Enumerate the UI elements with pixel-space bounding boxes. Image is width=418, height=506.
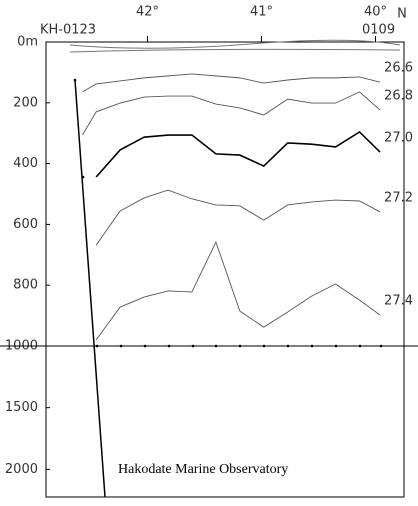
contour-label: 26.8 bbox=[384, 89, 413, 104]
contour-line bbox=[82, 73, 381, 93]
contour-label: 27.4 bbox=[384, 293, 413, 308]
end-label: 0109 bbox=[362, 23, 395, 38]
y-tick-label: 2000 bbox=[5, 462, 38, 477]
contour-label: 27.0 bbox=[384, 131, 413, 146]
y-tick-label: 800 bbox=[13, 278, 38, 293]
y-tick-label: 400 bbox=[13, 156, 38, 171]
annotation: Hakodate Marine Observatory bbox=[118, 462, 288, 477]
y-tick-label: 1500 bbox=[5, 400, 38, 415]
cast-line bbox=[74, 79, 106, 498]
x-unit-label: N bbox=[397, 7, 407, 22]
x-tick-label: 40° bbox=[364, 5, 387, 20]
contour-line bbox=[82, 91, 381, 136]
surface-contour bbox=[69, 48, 401, 53]
contour-line bbox=[95, 240, 381, 341]
contour-line bbox=[95, 130, 381, 178]
y-tick-label: 600 bbox=[13, 217, 38, 232]
y-tick-label: 0m bbox=[17, 35, 38, 50]
x-tick-label: 42° bbox=[136, 5, 159, 20]
station-dots bbox=[73, 78, 383, 348]
cruise-label: KH-0123 bbox=[40, 23, 96, 38]
y-tick-label: 200 bbox=[13, 95, 38, 110]
contour-label: 26.6 bbox=[384, 61, 413, 76]
contour-label: 27.2 bbox=[384, 190, 413, 205]
plot-frame bbox=[45, 41, 405, 498]
surface-contour bbox=[69, 39, 401, 49]
x-tick-label: 41° bbox=[250, 5, 273, 20]
contour-line bbox=[95, 189, 381, 246]
